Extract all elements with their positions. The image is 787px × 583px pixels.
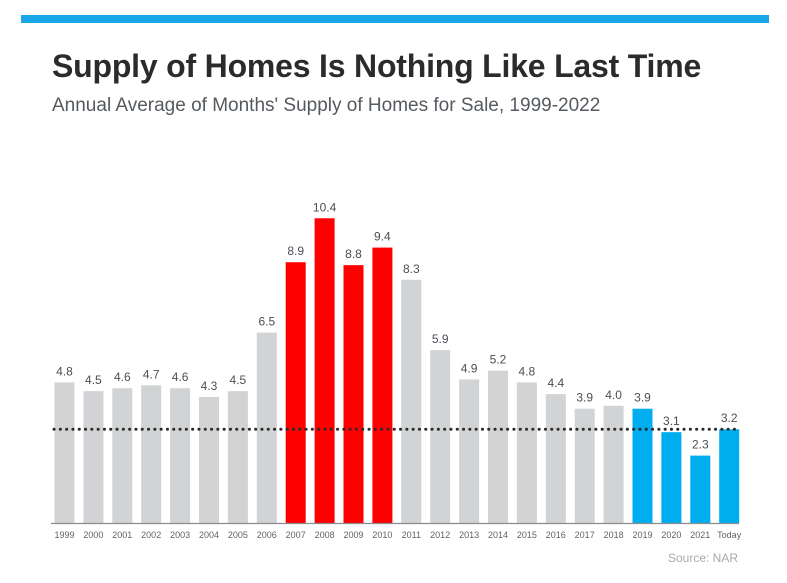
bar-2017: [574, 408, 595, 523]
data-label-2003: 4.6: [172, 370, 189, 384]
bar-2011: [401, 279, 422, 523]
x-tick-2006: 2006: [257, 530, 277, 540]
bar-2015: [516, 382, 537, 523]
data-label-1999: 4.8: [56, 364, 73, 378]
bar-2012: [430, 350, 451, 523]
bar-2016: [545, 394, 566, 523]
x-tick-2009: 2009: [343, 530, 363, 540]
x-tick-2004: 2004: [199, 530, 219, 540]
top-accent-bar: [21, 15, 769, 23]
x-tick-2011: 2011: [402, 530, 421, 540]
x-tick-2007: 2007: [286, 530, 306, 540]
x-tick-2010: 2010: [372, 530, 392, 540]
bar-2009: [343, 265, 364, 523]
x-tick-2017: 2017: [575, 530, 595, 540]
bar-2013: [459, 379, 480, 523]
x-tick-2014: 2014: [488, 530, 508, 540]
x-tick-2012: 2012: [430, 530, 450, 540]
bar-2018: [603, 405, 624, 523]
data-label-2018: 4.0: [605, 388, 622, 402]
x-tick-2020: 2020: [661, 530, 681, 540]
x-tick-2016: 2016: [546, 530, 566, 540]
data-label-2007: 8.9: [287, 244, 304, 258]
data-label-2005: 4.5: [230, 373, 247, 387]
data-label-2012: 5.9: [432, 332, 449, 346]
data-label-2006: 6.5: [258, 315, 275, 329]
bar-2008: [314, 218, 335, 523]
x-tick-2005: 2005: [228, 530, 248, 540]
data-label-2011: 8.3: [403, 262, 420, 276]
bar-Today: [719, 429, 740, 523]
x-tick-2015: 2015: [517, 530, 537, 540]
data-label-2010: 9.4: [374, 230, 391, 244]
data-label-2017: 3.9: [576, 391, 593, 405]
bar-2001: [112, 388, 133, 523]
chart-title: Supply of Homes Is Nothing Like Last Tim…: [52, 48, 702, 84]
bar-1999: [54, 382, 75, 523]
data-label-2008: 10.4: [313, 200, 337, 214]
x-tick-2002: 2002: [141, 530, 161, 540]
bar-2020: [661, 432, 682, 523]
x-tick-Today: Today: [717, 530, 742, 540]
x-tick-2003: 2003: [170, 530, 190, 540]
bar-2004: [199, 397, 219, 523]
bar-2000: [83, 391, 104, 523]
x-tick-2008: 2008: [315, 530, 335, 540]
data-label-2002: 4.7: [143, 367, 160, 381]
x-tick-2001: 2001: [112, 530, 132, 540]
data-label-2019: 3.9: [634, 391, 651, 405]
x-tick-2000: 2000: [83, 530, 103, 540]
chart-subtitle: Annual Average of Months' Supply of Home…: [52, 95, 601, 116]
data-label-2014: 5.2: [490, 353, 507, 367]
source-note: Source: NAR: [667, 551, 738, 565]
data-label-2004: 4.3: [201, 379, 218, 393]
x-tick-2018: 2018: [604, 530, 624, 540]
bar-2005: [227, 391, 248, 523]
data-label-Today: 3.2: [721, 411, 738, 425]
data-label-2015: 4.8: [519, 364, 536, 378]
data-label-2016: 4.4: [547, 376, 564, 390]
bar-2002: [141, 385, 162, 523]
bar-2019: [632, 408, 653, 523]
data-label-2013: 4.9: [461, 361, 478, 375]
data-label-2009: 8.8: [345, 247, 362, 261]
data-label-2000: 4.5: [85, 373, 102, 387]
x-tick-2021: 2021: [690, 530, 710, 540]
data-label-2020: 3.1: [663, 414, 680, 428]
bar-2021: [690, 455, 711, 523]
x-tick-2019: 2019: [632, 530, 652, 540]
data-label-2021: 2.3: [692, 438, 709, 452]
bar-2003: [170, 388, 191, 523]
bar-2006: [256, 332, 277, 523]
x-tick-1999: 1999: [54, 530, 74, 540]
x-tick-2013: 2013: [459, 530, 479, 540]
bar-2010: [372, 247, 393, 523]
data-label-2001: 4.6: [114, 370, 131, 384]
bar-2014: [488, 370, 508, 523]
bar-2007: [285, 262, 306, 523]
